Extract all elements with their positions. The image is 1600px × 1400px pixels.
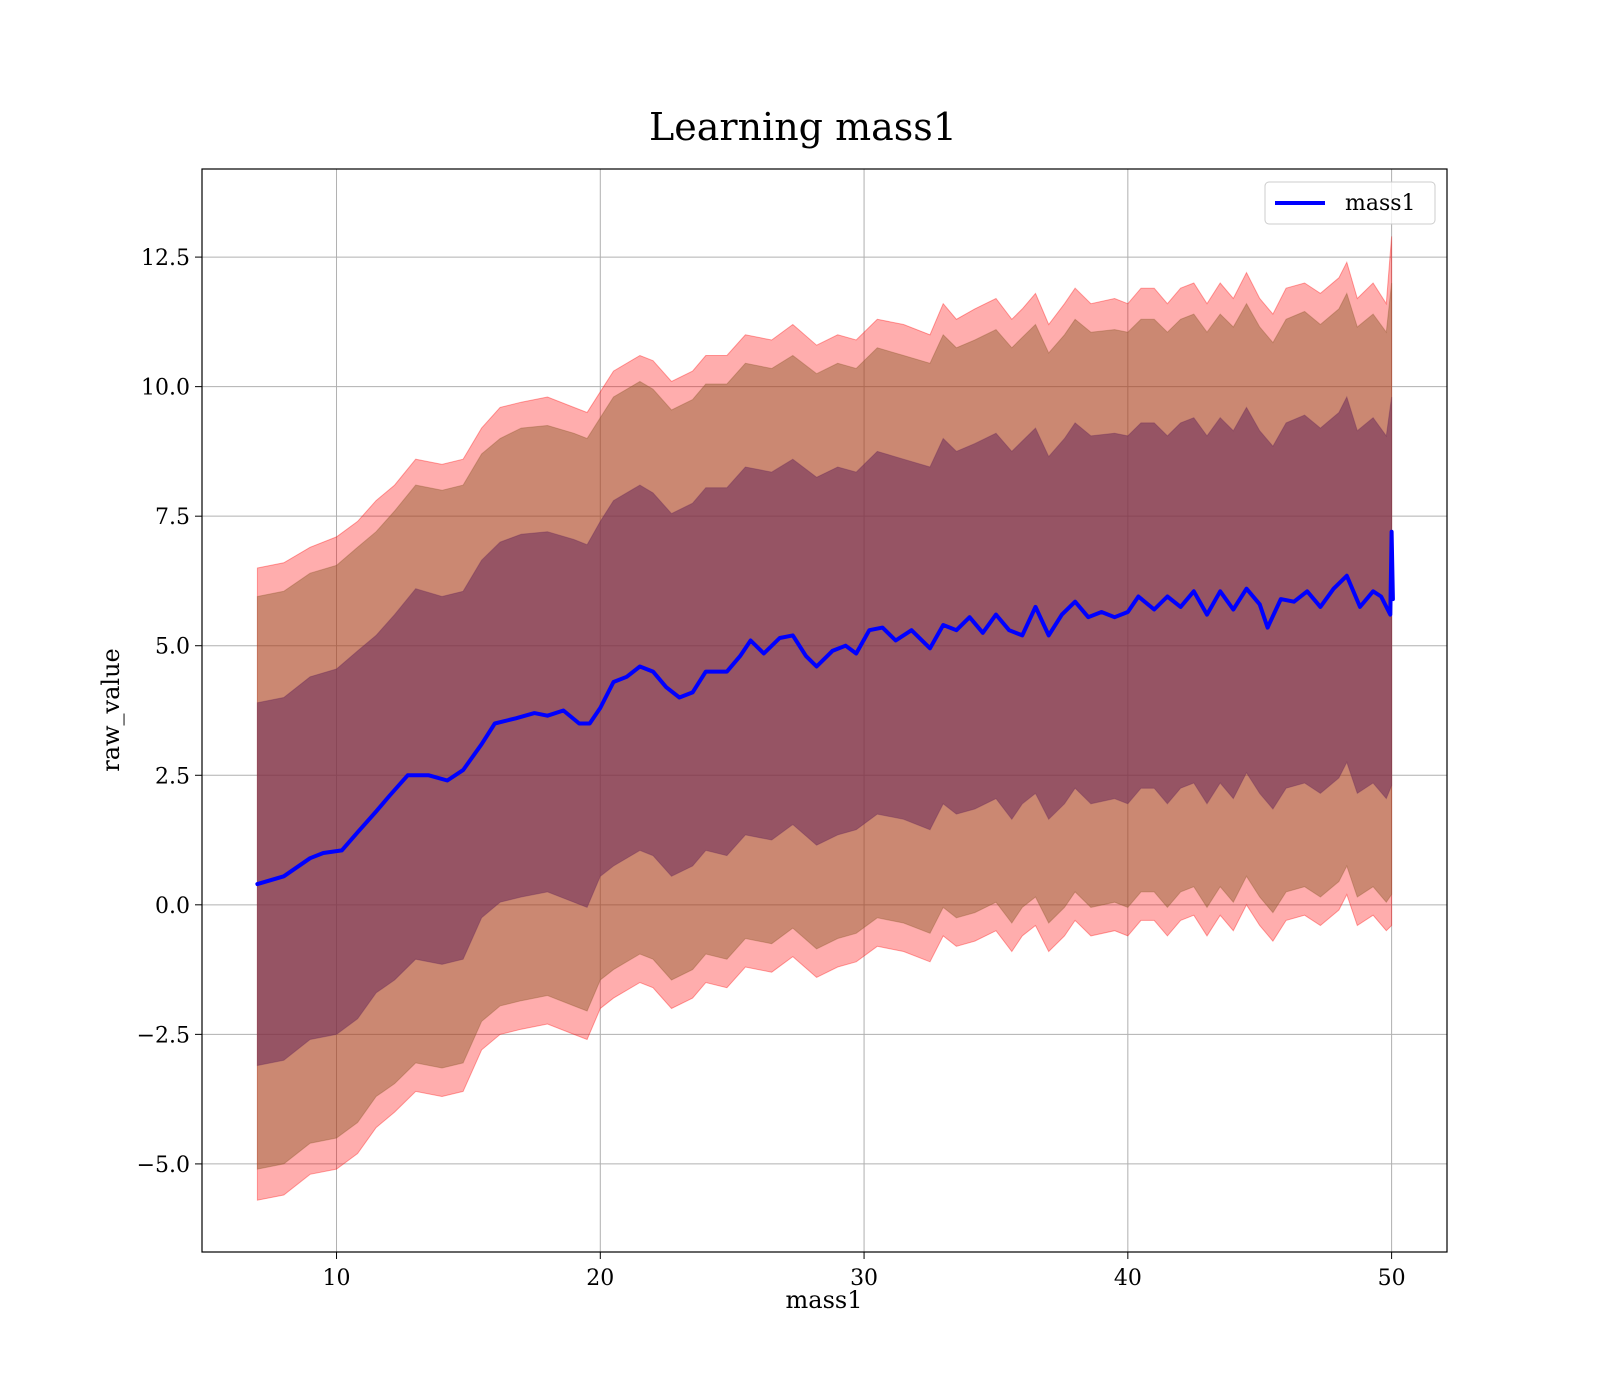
y-tick-label: 7.5 xyxy=(155,505,190,530)
y-tick-label: 10.0 xyxy=(141,376,190,401)
lines xyxy=(255,529,1395,887)
y-axis-label: raw_value xyxy=(97,648,125,772)
y-tick-label: 5.0 xyxy=(155,635,190,660)
y-tick-label: 12.5 xyxy=(141,246,190,271)
chart-title: Learning mass1 xyxy=(649,105,957,149)
legend: mass1 xyxy=(1264,181,1436,225)
series-line-mass1 xyxy=(255,529,1395,887)
x-tick-label: 30 xyxy=(850,1266,878,1291)
x-tick-label: 20 xyxy=(586,1266,614,1291)
x-axis-label: mass1 xyxy=(786,1286,863,1314)
legend-label-mass1: mass1 xyxy=(1345,191,1416,216)
band-band-inner xyxy=(256,395,1393,1067)
x-tick-label: 50 xyxy=(1378,1266,1406,1291)
y-tick-label: −2.5 xyxy=(137,1023,190,1048)
ticks: 10 20 30 40 50 −5.0 −2.5 0.0 2.5 5.0 7.5 10.0 12.5 xyxy=(137,246,1406,1291)
bands xyxy=(256,236,1393,1201)
plot-frame xyxy=(201,168,1448,1253)
x-tick-label: 10 xyxy=(323,1266,351,1291)
y-tick-label: 0.0 xyxy=(155,894,190,919)
x-tick-label: 40 xyxy=(1114,1266,1142,1291)
y-tick-label: −5.0 xyxy=(137,1153,190,1178)
y-tick-label: 2.5 xyxy=(155,764,190,789)
legend-box xyxy=(1264,181,1436,225)
